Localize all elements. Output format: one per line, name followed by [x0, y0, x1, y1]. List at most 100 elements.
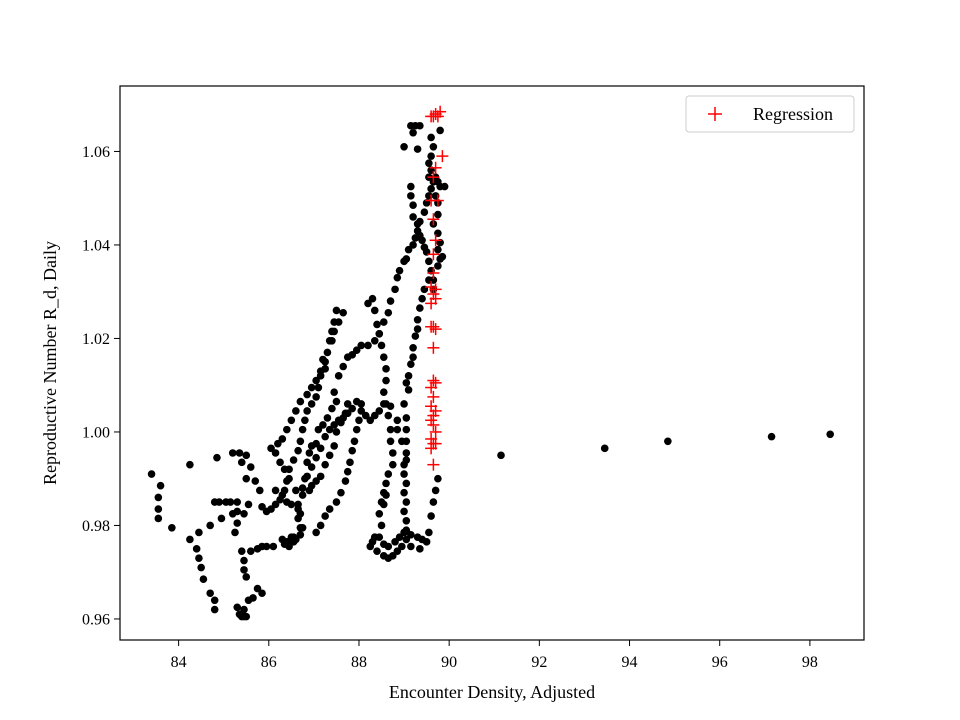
data-point: [192, 545, 201, 553]
data-point: [312, 393, 320, 401]
data-point: [407, 542, 415, 551]
data-point: [237, 458, 246, 467]
data-point: [389, 449, 397, 457]
data-point: [826, 430, 834, 439]
data-point: [294, 514, 302, 523]
data-point: [240, 509, 248, 518]
data-point: [409, 344, 417, 352]
data-point: [235, 449, 244, 457]
data-point: [407, 360, 415, 368]
data-point: [233, 519, 242, 527]
y-axis-label: Reproductive Number R_d, Daily: [40, 241, 60, 485]
data-point: [382, 400, 390, 408]
data-point: [391, 285, 399, 294]
data-point: [404, 386, 413, 394]
data-point: [407, 531, 415, 539]
data-point: [240, 556, 248, 565]
data-point: [262, 542, 271, 551]
data-point: [217, 514, 226, 523]
data-point: [384, 411, 393, 420]
regression-point: [431, 194, 444, 207]
data-point: [303, 407, 311, 415]
data-point: [386, 425, 395, 434]
data-point: [325, 505, 334, 513]
data-point: [231, 528, 239, 537]
data-point: [427, 133, 435, 142]
data-point: [402, 414, 411, 422]
data-point: [312, 528, 320, 537]
data-point: [407, 182, 415, 191]
data-point: [195, 528, 203, 537]
data-point: [321, 512, 329, 520]
data-point: [346, 458, 354, 467]
regression-point: [427, 418, 440, 431]
data-points-layer: [147, 105, 834, 621]
data-point: [292, 407, 300, 415]
data-point: [321, 365, 329, 373]
data-point: [233, 603, 242, 612]
data-point: [393, 273, 402, 282]
data-point: [325, 425, 334, 434]
data-point: [269, 542, 278, 551]
data-point: [425, 159, 433, 167]
data-point: [330, 327, 338, 336]
regression-point: [427, 213, 440, 226]
data-point: [258, 589, 266, 598]
data-point: [253, 584, 262, 593]
data-point: [332, 428, 341, 436]
data-point: [393, 425, 402, 434]
x-tick-label: 96: [712, 654, 728, 671]
data-point: [206, 521, 214, 530]
data-point: [244, 500, 253, 509]
data-point: [357, 407, 366, 415]
data-point: [364, 341, 372, 350]
data-point: [199, 575, 208, 584]
data-point: [298, 425, 307, 434]
data-point: [294, 505, 302, 513]
data-point: [409, 213, 417, 221]
data-point: [427, 152, 435, 160]
data-point: [307, 383, 316, 392]
data-point: [375, 329, 384, 338]
data-point: [398, 437, 406, 446]
data-point: [416, 304, 424, 312]
data-point: [497, 451, 505, 460]
data-point: [389, 460, 397, 469]
data-point: [210, 596, 219, 605]
data-point: [382, 365, 390, 373]
data-point: [425, 257, 433, 266]
data-point: [418, 236, 426, 245]
data-point: [242, 451, 251, 460]
data-point: [285, 465, 293, 474]
data-point: [280, 486, 289, 495]
y-tick-label: 0.98: [82, 518, 110, 535]
data-point: [391, 538, 399, 546]
data-point: [377, 521, 386, 530]
data-point: [425, 528, 433, 537]
data-point: [240, 566, 248, 574]
data-point: [386, 437, 395, 446]
data-point: [319, 421, 327, 429]
data-point: [289, 533, 298, 541]
data-point: [242, 573, 251, 581]
data-point: [316, 372, 325, 380]
data-point: [400, 507, 408, 516]
data-point: [402, 498, 411, 506]
data-point: [154, 514, 163, 523]
regression-point: [427, 341, 440, 354]
x-tick-label: 98: [802, 654, 818, 671]
data-point: [332, 397, 341, 406]
y-tick-label: 1.00: [82, 424, 110, 441]
legend-marker-regression: [708, 107, 722, 121]
data-point: [330, 421, 338, 429]
data-point: [402, 479, 411, 488]
regression-point: [427, 248, 440, 261]
data-point: [262, 507, 271, 516]
data-point: [303, 458, 311, 467]
data-point: [370, 336, 379, 345]
data-point: [278, 435, 287, 443]
data-point: [147, 470, 156, 478]
data-point: [379, 388, 388, 397]
data-point: [186, 535, 194, 544]
